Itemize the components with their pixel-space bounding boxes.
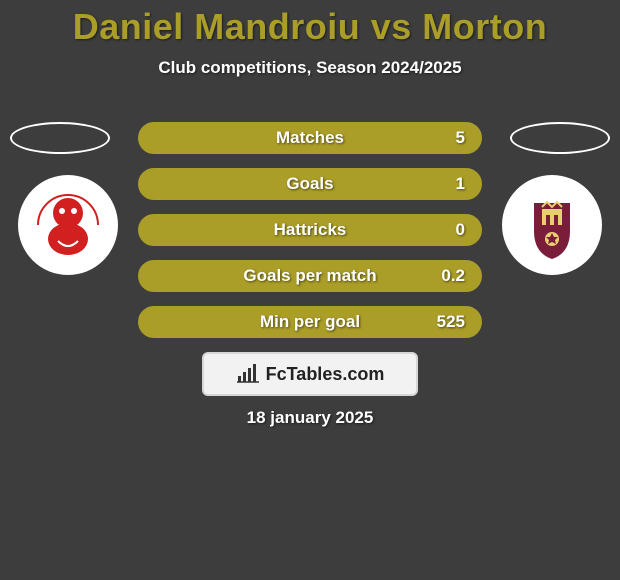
stat-row: Hattricks0: [138, 214, 482, 246]
club-crest-left-icon: [28, 185, 108, 265]
stat-value: 1: [456, 174, 465, 194]
brand-box[interactable]: FcTables.com: [202, 352, 418, 396]
player-ellipse-left: [10, 122, 110, 154]
stat-row: Matches5: [138, 122, 482, 154]
stat-value: 5: [456, 128, 465, 148]
stat-label: Goals: [141, 174, 479, 194]
stat-row: Goals1: [138, 168, 482, 200]
stat-label: Matches: [141, 128, 479, 148]
brand-label: FcTables.com: [266, 364, 385, 385]
date-label: 18 january 2025: [0, 408, 620, 428]
stat-value: 0: [456, 220, 465, 240]
club-badge-right: [502, 175, 602, 275]
stat-label: Min per goal: [141, 312, 479, 332]
stat-value: 0.2: [441, 266, 465, 286]
page-title: Daniel Mandroiu vs Morton: [0, 0, 620, 48]
stat-row: Goals per match0.2: [138, 260, 482, 292]
stat-label: Hattricks: [141, 220, 479, 240]
subtitle: Club competitions, Season 2024/2025: [0, 58, 620, 78]
stats-rows: Matches5Goals1Hattricks0Goals per match0…: [138, 122, 482, 352]
comparison-card: Daniel Mandroiu vs Morton Club competiti…: [0, 0, 620, 580]
stat-value: 525: [437, 312, 465, 332]
club-crest-right-icon: [512, 185, 592, 265]
club-badge-left: [18, 175, 118, 275]
stat-row: Min per goal525: [138, 306, 482, 338]
stat-label: Goals per match: [141, 266, 479, 286]
bar-chart-icon: [236, 364, 260, 384]
player-ellipse-right: [510, 122, 610, 154]
